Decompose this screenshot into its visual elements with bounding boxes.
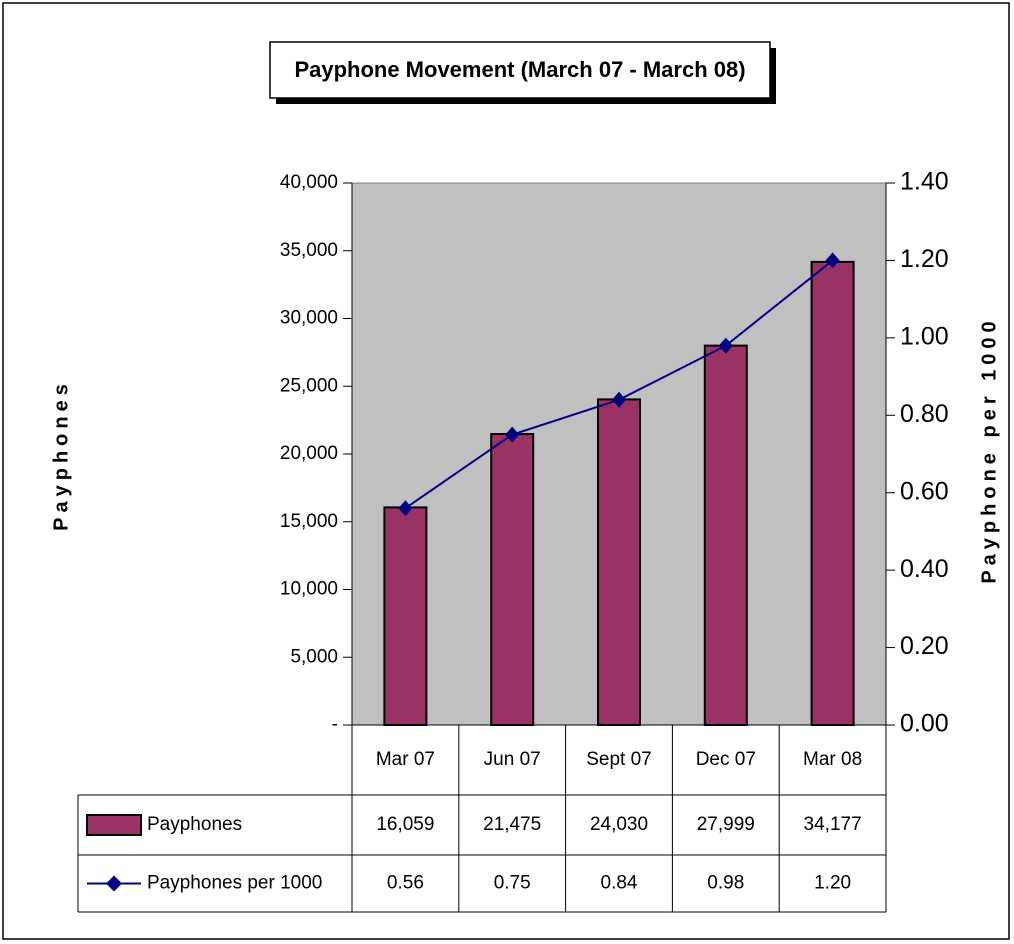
chart-title: Payphone Movement (March 07 - March 08) — [294, 57, 745, 82]
y-tick-label: 40,000 — [280, 172, 338, 193]
y2-tick-label: 1.00 — [900, 322, 949, 350]
line-marker — [505, 426, 520, 443]
legend-label: Payphones — [147, 814, 242, 835]
table-value: 0.84 — [601, 873, 638, 894]
y2-tick-label: 0.60 — [900, 477, 949, 505]
x-tick-label: Sept 07 — [586, 749, 652, 770]
y-tick-label: 10,000 — [280, 579, 338, 600]
title-box — [269, 41, 771, 99]
bar — [810, 260, 855, 726]
line-marker — [398, 500, 413, 517]
table-value: 0.56 — [387, 873, 424, 894]
table-value: 21,475 — [483, 814, 541, 835]
x-tick-label: Dec 07 — [696, 749, 756, 770]
table-value: 1.20 — [814, 873, 851, 894]
bar — [597, 398, 641, 726]
y-tick-label: 15,000 — [280, 511, 338, 532]
y2-tick-label: 0.80 — [900, 400, 949, 428]
y2-tick-label: 0.40 — [900, 555, 949, 583]
y2-tick-label: 1.20 — [900, 245, 949, 273]
table-value: 16,059 — [376, 814, 434, 835]
y-tick-label: 25,000 — [280, 375, 338, 396]
x-tick-label: Jun 07 — [484, 749, 541, 770]
table-value: 0.98 — [707, 873, 744, 894]
line-marker — [825, 252, 840, 269]
bar — [383, 506, 428, 726]
y-axis-title: Payphones — [50, 379, 72, 531]
table-value: 24,030 — [590, 814, 648, 835]
y2-axis-title: Payphone per 1000 — [978, 316, 1000, 583]
table-value: 34,177 — [804, 814, 862, 835]
y2-tick-label: 0.20 — [900, 632, 949, 660]
y2-tick-label: 0.00 — [900, 710, 949, 738]
legend-swatch — [86, 814, 142, 836]
table-value: 27,999 — [697, 814, 755, 835]
line-marker — [612, 391, 626, 408]
y-tick-label: 20,000 — [280, 443, 338, 464]
x-tick-label: Mar 08 — [803, 749, 862, 770]
y2-tick-label: 1.40 — [900, 168, 949, 196]
line-marker — [718, 337, 733, 354]
x-tick-label: Mar 07 — [376, 749, 435, 770]
table-value: 0.75 — [494, 873, 531, 894]
legend-label: Payphones per 1000 — [147, 873, 322, 894]
y-tick-label: - — [332, 714, 338, 735]
y-tick-label: 30,000 — [280, 308, 338, 329]
bar — [703, 344, 748, 726]
legend-marker — [106, 875, 122, 892]
bar — [490, 433, 535, 726]
y-tick-label: 5,000 — [290, 646, 338, 667]
y-tick-label: 35,000 — [280, 240, 338, 261]
